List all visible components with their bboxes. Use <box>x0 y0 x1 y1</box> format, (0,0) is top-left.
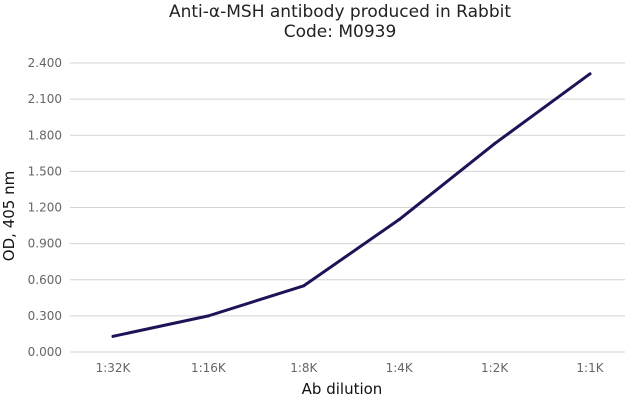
y-tick-label: 1.800 <box>28 128 62 142</box>
y-tick-label: 2.400 <box>28 56 62 70</box>
data-point <box>493 142 497 146</box>
chart-title: Anti-α-MSH antibody produced in Rabbit <box>169 2 511 22</box>
data-point <box>111 334 115 338</box>
y-tick-label: 1.500 <box>28 164 62 178</box>
x-axis-label: Ab dilution <box>302 380 383 398</box>
data-point <box>397 218 401 222</box>
y-tick-label: 1.200 <box>28 201 62 215</box>
chart-subtitle: Code: M0939 <box>284 22 397 42</box>
x-tick-label: 1:2K <box>481 361 509 375</box>
x-tick-label: 1:4K <box>386 361 414 375</box>
x-tick-label: 1:32K <box>96 361 132 375</box>
series-lines <box>111 72 592 338</box>
y-tick-label: 2.100 <box>28 92 62 106</box>
y-tick-label: 0.000 <box>28 345 62 359</box>
y-axis-ticks: 0.000 0.300 0.600 0.900 1.200 1.500 1.800 2.100… <box>28 56 62 359</box>
x-axis-ticks: 1:32K 1:16K 1:8K 1:4K 1:2K 1:1K <box>96 361 605 375</box>
x-tick-label: 1:8K <box>290 361 318 375</box>
data-point <box>588 72 592 76</box>
y-axis-label: OD, 405 nm <box>0 171 18 261</box>
x-tick-label: 1:1K <box>576 361 604 375</box>
data-point <box>206 314 210 318</box>
data-point <box>302 284 306 288</box>
gridlines <box>70 62 625 353</box>
x-tick-label: 1:16K <box>191 361 227 375</box>
y-tick-label: 0.300 <box>28 309 62 323</box>
y-tick-label: 0.600 <box>28 273 62 287</box>
series-line <box>111 72 592 338</box>
y-tick-label: 0.900 <box>28 237 62 251</box>
